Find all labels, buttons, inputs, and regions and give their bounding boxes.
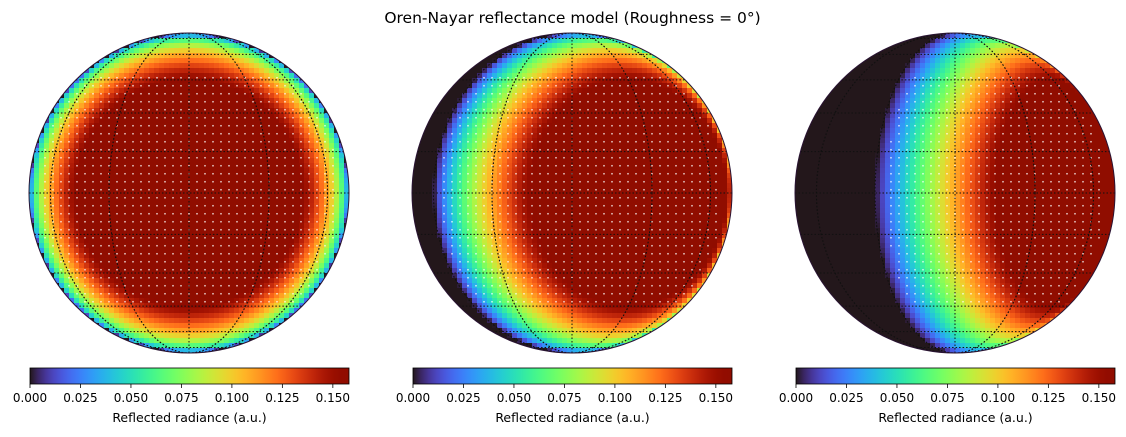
colorbar-tick-label: 0.100	[598, 391, 632, 405]
radiance-map-3	[795, 33, 1115, 353]
colorbar-tick-label: 0.000	[396, 391, 430, 405]
sphere-panel-2	[411, 32, 733, 354]
colorbar-tick-label: 0.075	[164, 391, 198, 405]
colorbar-tick-label: 0.100	[981, 391, 1015, 405]
colorbar-tick-label: 0.025	[446, 391, 480, 405]
colorbar-tick-label: 0.150	[699, 391, 733, 405]
sample-dots-1	[44, 76, 334, 303]
colorbar-label: Reflected radiance (a.u.)	[495, 410, 649, 425]
graticule-1	[29, 33, 349, 353]
colorbar-tick-label: 0.000	[13, 391, 47, 405]
colorbar-tick-label: 0.075	[930, 391, 964, 405]
sphere-outline-1	[28, 32, 350, 354]
sphere-outline-2	[411, 32, 733, 354]
sample-dots-3	[890, 76, 1100, 303]
colorbar-tick-label: 0.125	[265, 391, 299, 405]
colorbar-label: Reflected radiance (a.u.)	[878, 410, 1032, 425]
colorbar-1: 0.000 0.025 0.050 0.075 0.100 0.125 0.150 Refle…	[13, 367, 350, 425]
colorbar-tick-label: 0.150	[1082, 391, 1116, 405]
colorbar-label: Reflected radiance (a.u.)	[112, 410, 266, 425]
colorbar-tick-label: 0.050	[114, 391, 148, 405]
radiance-map-1	[29, 33, 349, 353]
colorbar-tick-label: 0.025	[63, 391, 97, 405]
graticule-3	[795, 33, 1115, 353]
colorbar-tick-label: 0.025	[829, 391, 863, 405]
colorbar-tick-label: 0.000	[779, 391, 813, 405]
sample-dots-2	[443, 76, 717, 303]
colorbar-tick-label: 0.050	[880, 391, 914, 405]
colorbar-gradient-3	[795, 367, 1116, 385]
colorbar-3: 0.000 0.025 0.050 0.075 0.100 0.125 0.150 Refle…	[779, 367, 1116, 425]
radiance-map-2	[412, 33, 732, 353]
colorbar-tick-label: 0.050	[497, 391, 531, 405]
colorbar-tick-label: 0.150	[316, 391, 350, 405]
colorbar-2: 0.000 0.025 0.050 0.075 0.100 0.125 0.150 Refle…	[396, 367, 733, 425]
colorbar-tick-label: 0.125	[1031, 391, 1065, 405]
colorbar-tick-label: 0.125	[648, 391, 682, 405]
colorbar-gradient-2	[412, 367, 733, 385]
graticule-2	[412, 33, 732, 353]
chart-title: Oren-Nayar reflectance model (Roughness …	[384, 9, 761, 27]
colorbar-tick-label: 0.100	[215, 391, 249, 405]
sphere-outline-3	[794, 32, 1116, 354]
colorbar-tick-label: 0.075	[547, 391, 581, 405]
sphere-panel-3	[794, 32, 1116, 354]
sphere-panel-1	[28, 32, 350, 354]
colorbar-gradient-1	[29, 367, 350, 385]
